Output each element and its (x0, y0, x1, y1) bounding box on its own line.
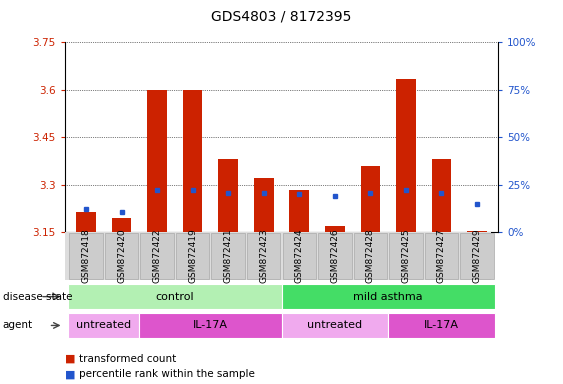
Text: untreated: untreated (307, 320, 363, 331)
Bar (396, 79, 415, 232)
FancyBboxPatch shape (247, 233, 280, 280)
Text: ■: ■ (65, 354, 75, 364)
Text: GSM872423: GSM872423 (259, 228, 268, 283)
FancyBboxPatch shape (460, 233, 494, 280)
Bar (112, 218, 131, 232)
Text: IL-17A: IL-17A (424, 320, 459, 331)
Bar (254, 179, 274, 232)
Text: GSM872428: GSM872428 (366, 228, 375, 283)
Bar (148, 90, 167, 232)
Bar (140, 313, 282, 338)
Bar (282, 284, 495, 309)
Bar (282, 313, 388, 338)
Bar (360, 166, 380, 232)
Text: GSM872425: GSM872425 (401, 228, 410, 283)
Bar (183, 90, 203, 232)
Text: transformed count: transformed count (79, 354, 176, 364)
Bar (77, 212, 96, 232)
FancyBboxPatch shape (176, 233, 209, 280)
Text: GSM872420: GSM872420 (117, 228, 126, 283)
Text: GSM872426: GSM872426 (330, 228, 339, 283)
Bar (68, 284, 282, 309)
Bar (388, 313, 495, 338)
Text: mild asthma: mild asthma (354, 291, 423, 302)
Text: control: control (155, 291, 194, 302)
FancyBboxPatch shape (212, 233, 245, 280)
Text: GDS4803 / 8172395: GDS4803 / 8172395 (211, 10, 352, 23)
Bar (432, 159, 451, 232)
Text: untreated: untreated (76, 320, 131, 331)
FancyBboxPatch shape (389, 233, 423, 280)
FancyBboxPatch shape (318, 233, 351, 280)
Text: disease state: disease state (3, 291, 72, 302)
Text: ■: ■ (65, 369, 75, 379)
Bar (467, 231, 486, 232)
Text: GSM872429: GSM872429 (472, 228, 481, 283)
FancyBboxPatch shape (354, 233, 387, 280)
FancyBboxPatch shape (140, 233, 174, 280)
Text: GSM872424: GSM872424 (295, 228, 304, 283)
Text: percentile rank within the sample: percentile rank within the sample (79, 369, 254, 379)
Text: GSM872418: GSM872418 (82, 228, 91, 283)
FancyBboxPatch shape (69, 233, 103, 280)
FancyBboxPatch shape (283, 233, 316, 280)
Bar (218, 159, 238, 232)
Text: GSM872427: GSM872427 (437, 228, 446, 283)
Bar (289, 190, 309, 232)
FancyBboxPatch shape (105, 233, 138, 280)
Text: GSM872421: GSM872421 (224, 228, 233, 283)
Bar (68, 313, 140, 338)
Text: GSM872419: GSM872419 (188, 228, 197, 283)
Text: IL-17A: IL-17A (193, 320, 228, 331)
Bar (325, 226, 345, 232)
Text: GSM872422: GSM872422 (153, 228, 162, 283)
Text: agent: agent (3, 320, 33, 331)
FancyBboxPatch shape (425, 233, 458, 280)
